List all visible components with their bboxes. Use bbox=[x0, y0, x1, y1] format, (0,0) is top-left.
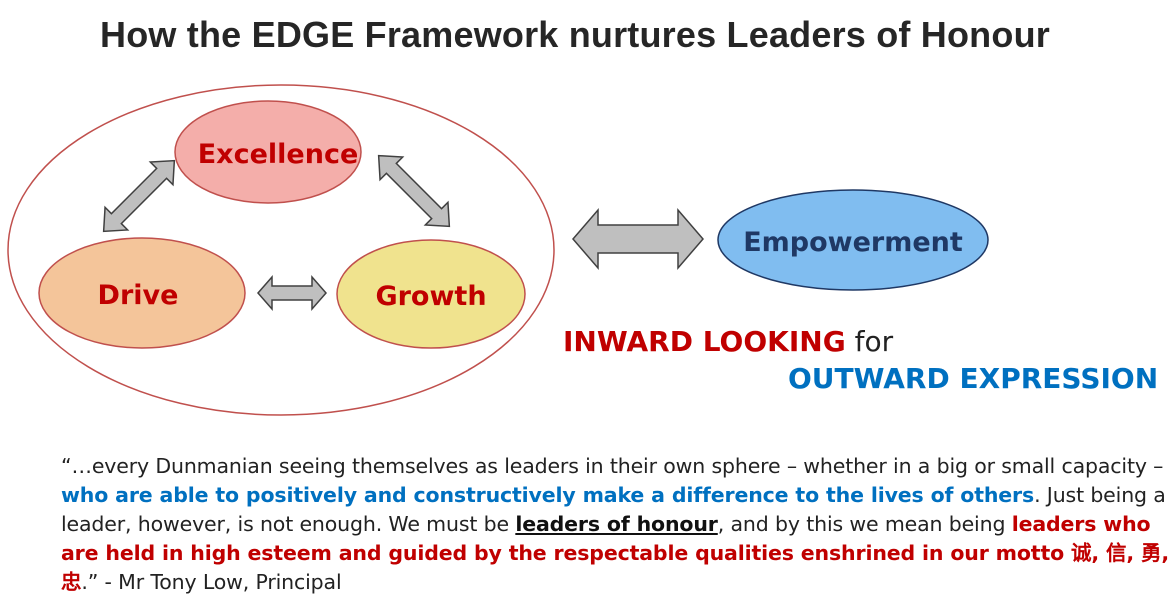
excellence-label: Excellence bbox=[198, 139, 359, 170]
drive-label: Drive bbox=[98, 280, 179, 311]
inward-looking-text: INWARD LOOKING bbox=[563, 325, 846, 358]
quote-attribution: .” - Mr Tony Low, Principal bbox=[81, 570, 342, 594]
quote-part-3: , and by this we mean being bbox=[717, 512, 1012, 536]
inward-tagline: INWARD LOOKING for bbox=[563, 325, 893, 358]
principal-quote: “…every Dunmanian seeing themselves as l… bbox=[61, 452, 1171, 597]
outward-expression-text: OUTWARD EXPRESSION bbox=[788, 362, 1159, 395]
arrow-core-empowerment bbox=[572, 207, 704, 271]
page-title: How the EDGE Framework nurtures Leaders … bbox=[100, 14, 1050, 55]
growth-node bbox=[336, 239, 526, 349]
quote-highlight-blue: who are able to positively and construct… bbox=[61, 483, 1035, 507]
quote-highlight-red: leaders who are held in high esteem and … bbox=[61, 512, 1169, 594]
excellence-node bbox=[174, 100, 362, 204]
arrow-excellence-growth bbox=[377, 154, 451, 228]
quote-part-1: “…every Dunmanian seeing themselves as l… bbox=[61, 454, 1164, 478]
growth-label: Growth bbox=[375, 281, 486, 312]
arrow-drive-excellence bbox=[102, 159, 176, 233]
arrow-drive-growth bbox=[257, 275, 327, 311]
drive-node bbox=[38, 237, 246, 349]
quote-underlined: leaders of honour bbox=[515, 512, 718, 536]
quote-part-2: . Just being a leader, however, is not e… bbox=[61, 483, 1166, 536]
inward-boundary-ellipse bbox=[7, 84, 555, 416]
empowerment-node bbox=[717, 189, 989, 291]
edge-framework-diagram: Excellence Drive Growth Empowerment bbox=[7, 84, 989, 416]
for-text: for bbox=[854, 325, 894, 358]
empowerment-label: Empowerment bbox=[743, 227, 963, 258]
